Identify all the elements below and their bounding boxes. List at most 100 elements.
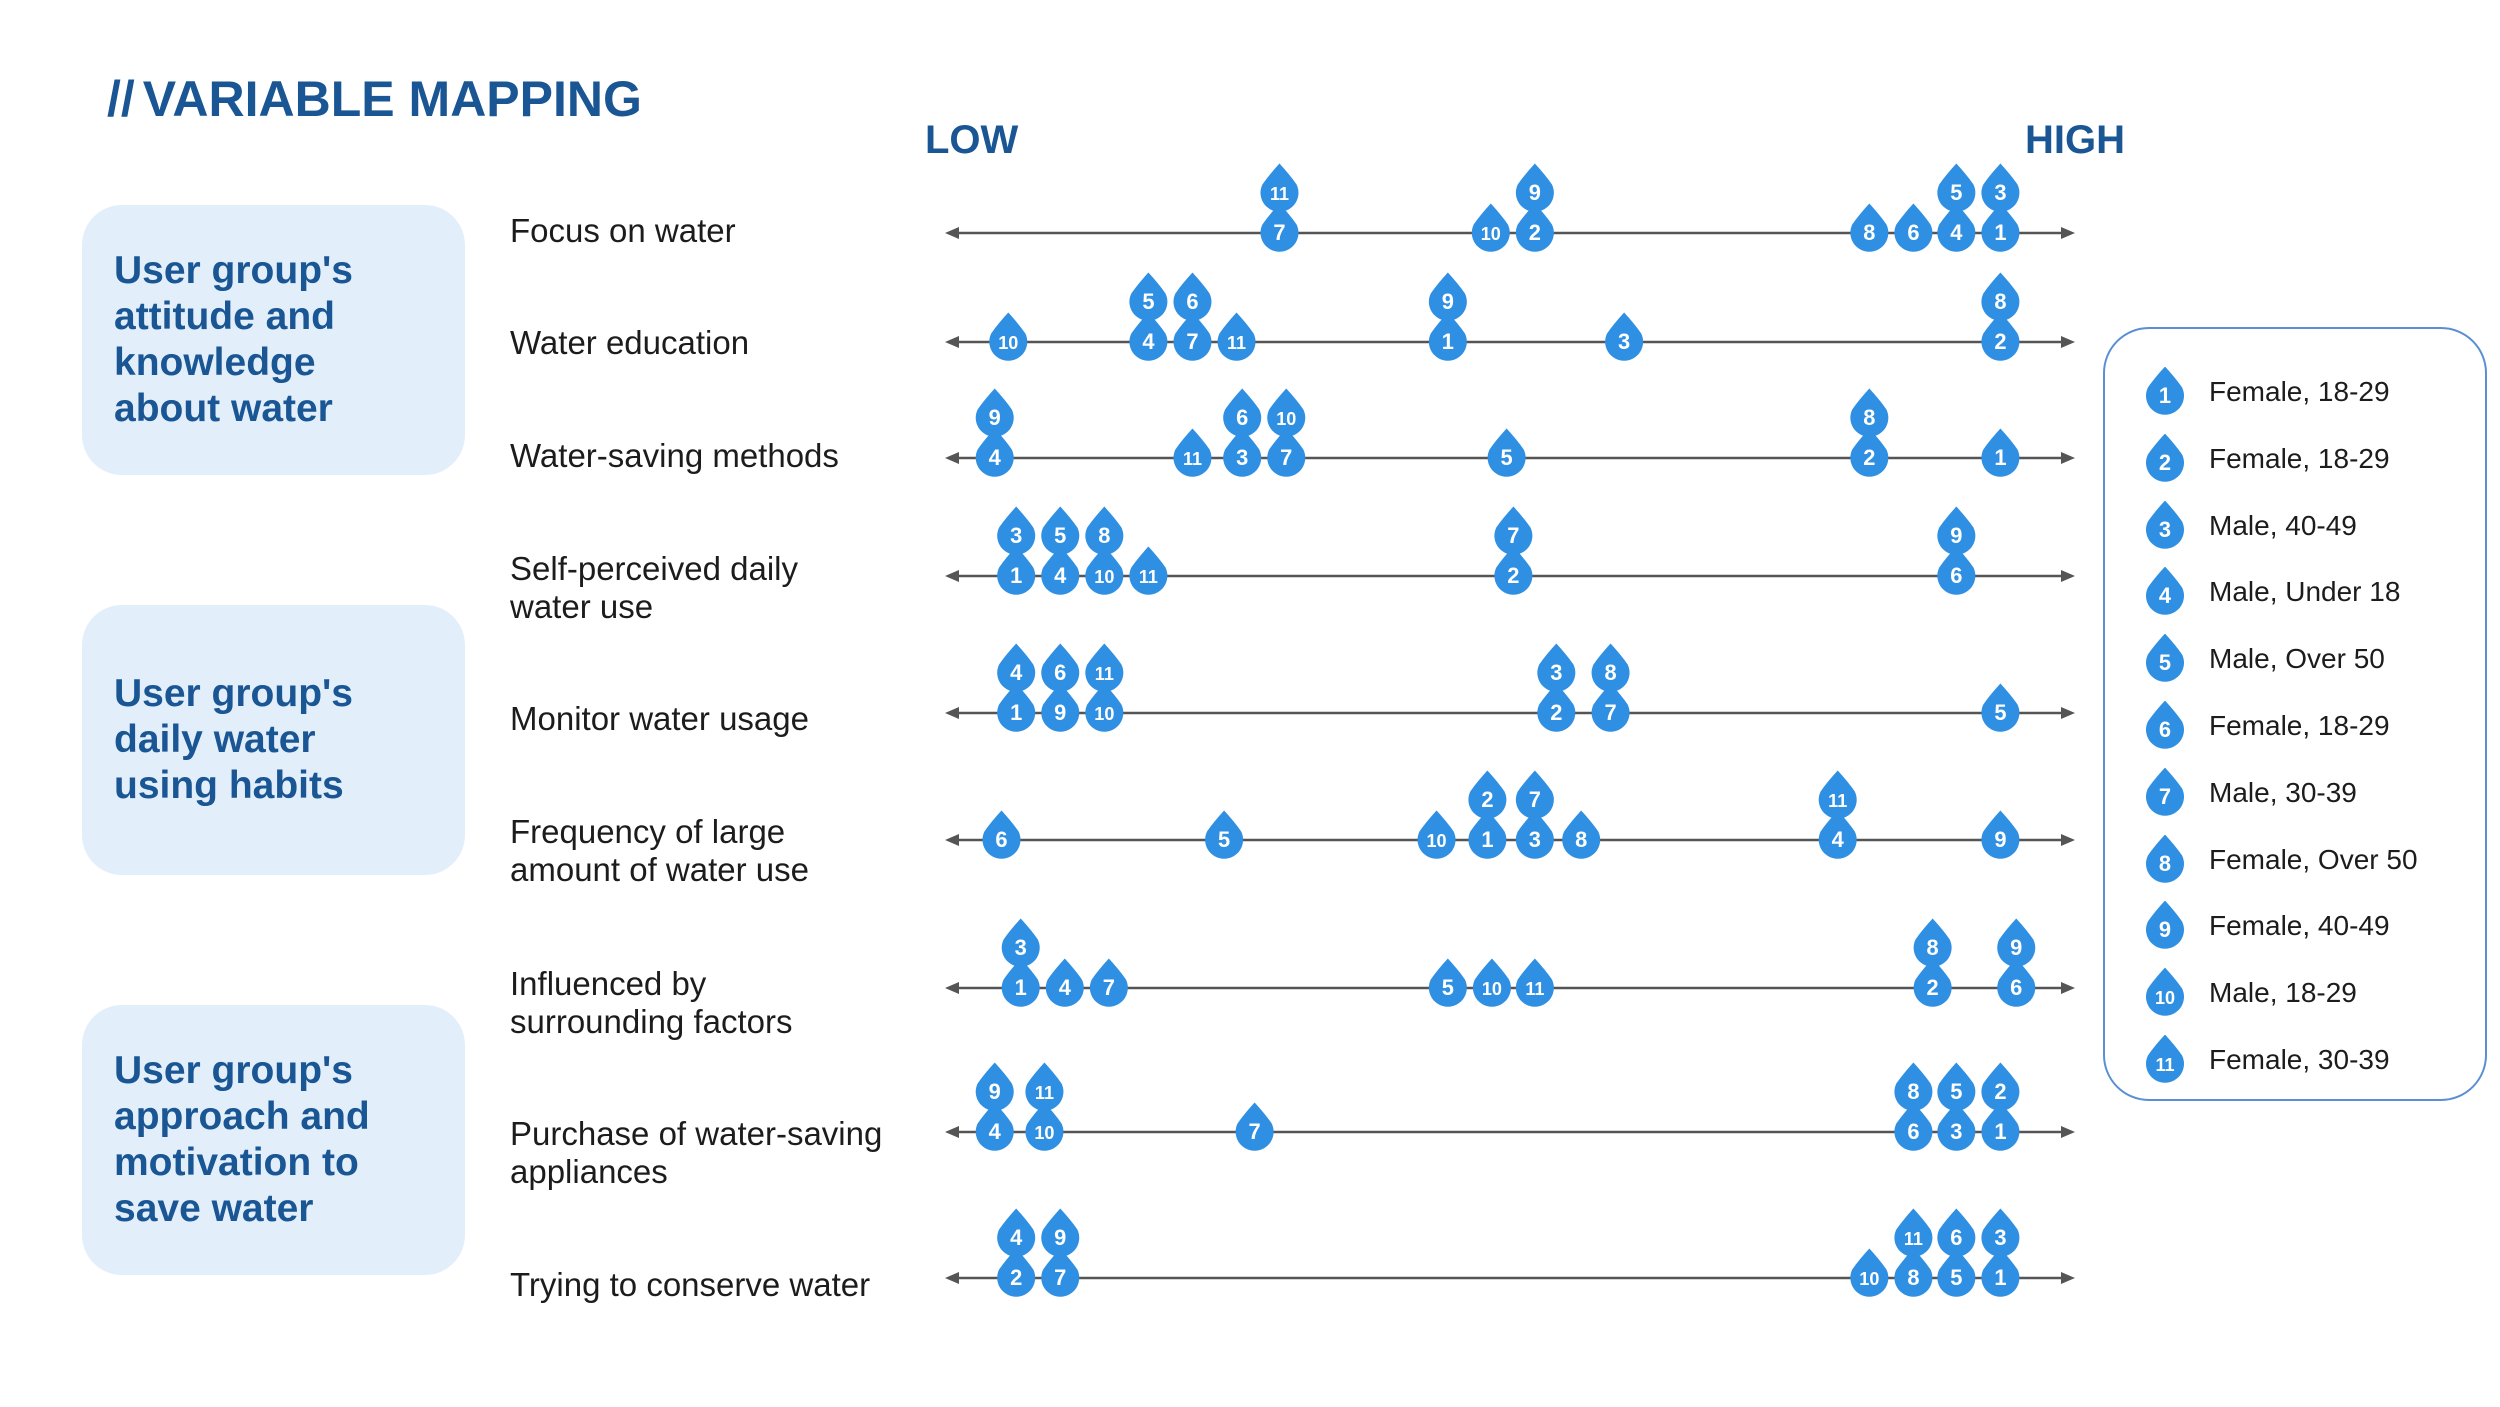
marker-9: 9: [2146, 901, 2184, 950]
svg-text:9: 9: [1994, 827, 2006, 852]
scale-high-label: HIGH: [2025, 118, 2125, 162]
arrow-right-icon: [2061, 982, 2075, 994]
marker-5: 5: [1487, 428, 1526, 477]
marker-7: 7: [1089, 958, 1128, 1007]
arrow-right-icon: [2061, 834, 2075, 846]
arrow-right-icon: [2061, 1126, 2075, 1138]
marker-2: 2: [1913, 958, 1952, 1007]
svg-text:1: 1: [1994, 220, 2006, 245]
svg-text:6: 6: [995, 827, 1007, 852]
svg-text:11: 11: [1035, 1083, 1054, 1103]
marker-2: 2: [1494, 546, 1533, 595]
svg-text:5: 5: [1501, 445, 1513, 470]
marker-3: 3: [1223, 428, 1262, 477]
svg-text:9: 9: [989, 1079, 1001, 1104]
svg-text:3: 3: [2159, 517, 2171, 542]
marker-1: 1: [1981, 1248, 2020, 1297]
marker-2: 2: [1468, 770, 1507, 819]
svg-text:6: 6: [1186, 289, 1198, 314]
svg-text:5: 5: [1950, 180, 1962, 205]
marker-5: 5: [1937, 1062, 1976, 1111]
svg-text:1: 1: [1481, 827, 1493, 852]
group-label: User group's attitude and knowledge abou…: [114, 249, 353, 430]
svg-text:3: 3: [1550, 660, 1562, 685]
arrow-left-icon: [945, 227, 959, 239]
svg-text:7: 7: [1054, 1265, 1066, 1290]
arrow-right-icon: [2061, 1272, 2075, 1284]
marker-1: 1: [997, 546, 1036, 595]
marker-8: 8: [1913, 918, 1952, 967]
marker-10: 10: [1267, 388, 1306, 437]
svg-text:7: 7: [1507, 523, 1519, 548]
svg-text:3: 3: [1994, 180, 2006, 205]
svg-text:8: 8: [1863, 220, 1875, 245]
svg-text:2: 2: [1994, 1079, 2006, 1104]
svg-text:3: 3: [1236, 445, 1248, 470]
marker-1: 1: [1001, 958, 1040, 1007]
svg-text:4: 4: [1010, 1225, 1023, 1250]
marker-4: 4: [2146, 567, 2184, 616]
water-drop-icon: 11: [2146, 1035, 2184, 1083]
svg-text:1: 1: [1994, 1265, 2006, 1290]
arrow-left-icon: [945, 1126, 959, 1138]
svg-text:10: 10: [1482, 979, 1502, 999]
svg-text:8: 8: [1575, 827, 1587, 852]
marker-5: 5: [1937, 1248, 1976, 1297]
arrow-left-icon: [945, 1272, 959, 1284]
marker-8: 8: [1850, 203, 1889, 252]
legend-item-11: 11 Female, 30-39: [2145, 1035, 2390, 1085]
svg-text:5: 5: [2159, 650, 2171, 675]
row-6: 3 1 4 7 5 10 11 8 2 9 6: [945, 918, 2075, 1007]
marker-6: 6: [1173, 272, 1212, 321]
svg-text:9: 9: [1529, 180, 1541, 205]
svg-text:1: 1: [1442, 329, 1454, 354]
svg-text:8: 8: [1927, 935, 1939, 960]
svg-text:10: 10: [1481, 224, 1501, 244]
svg-text:5: 5: [1442, 975, 1454, 1000]
legend-item-10: 10 Male, 18-29: [2145, 968, 2357, 1018]
svg-text:1: 1: [1994, 445, 2006, 470]
marker-10: 10: [1085, 683, 1124, 732]
svg-text:4: 4: [1950, 220, 1963, 245]
legend-label: Male, Over 50: [2209, 643, 2385, 675]
svg-text:11: 11: [1525, 979, 1544, 999]
marker-2: 2: [1981, 1062, 2020, 1111]
svg-text:2: 2: [1863, 445, 1875, 470]
legend-label: Male, 30-39: [2209, 776, 2357, 808]
page-title: //VARIABLE MAPPING: [107, 70, 642, 128]
svg-text:4: 4: [1832, 827, 1845, 852]
svg-text:7: 7: [1186, 329, 1198, 354]
legend-item-1: 1 Female, 18-29: [2145, 367, 2390, 417]
marker-4: 4: [997, 643, 1036, 692]
marker-11: 11: [2146, 1035, 2184, 1083]
svg-text:4: 4: [1054, 563, 1067, 588]
svg-text:6: 6: [2010, 975, 2022, 1000]
marker-8: 8: [1894, 1062, 1933, 1111]
group-box-attitude: User group's attitude and knowledge abou…: [82, 205, 465, 475]
marker-2: 2: [2146, 433, 2184, 482]
svg-text:6: 6: [1907, 1119, 1919, 1144]
svg-text:7: 7: [1249, 1119, 1261, 1144]
marker-1: 1: [1428, 312, 1467, 361]
svg-text:7: 7: [1273, 220, 1285, 245]
variable-label: Water-saving methods: [510, 437, 839, 474]
marker-4: 4: [1129, 312, 1168, 361]
marker-5: 5: [1981, 683, 2020, 732]
marker-10: 10: [1471, 203, 1510, 252]
marker-4: 4: [975, 1102, 1014, 1151]
marker-5: 5: [1937, 163, 1976, 212]
legend-item-2: 2 Female, 18-29: [2145, 433, 2390, 484]
marker-11: 11: [1085, 643, 1124, 692]
legend-item-8: 8 Female, Over 50: [2145, 834, 2418, 885]
svg-text:1: 1: [1015, 975, 1027, 1000]
legend-label: Female, 30-39: [2209, 1044, 2390, 1075]
marker-10: 10: [1025, 1102, 1064, 1151]
marker-10: 10: [1085, 546, 1124, 595]
arrow-left-icon: [945, 982, 959, 994]
variable-label: Focus on water: [510, 212, 736, 249]
marker-6: 6: [1937, 546, 1976, 595]
marker-3: 3: [1605, 312, 1644, 361]
marker-7: 7: [1260, 203, 1299, 252]
marker-3: 3: [1537, 643, 1576, 692]
